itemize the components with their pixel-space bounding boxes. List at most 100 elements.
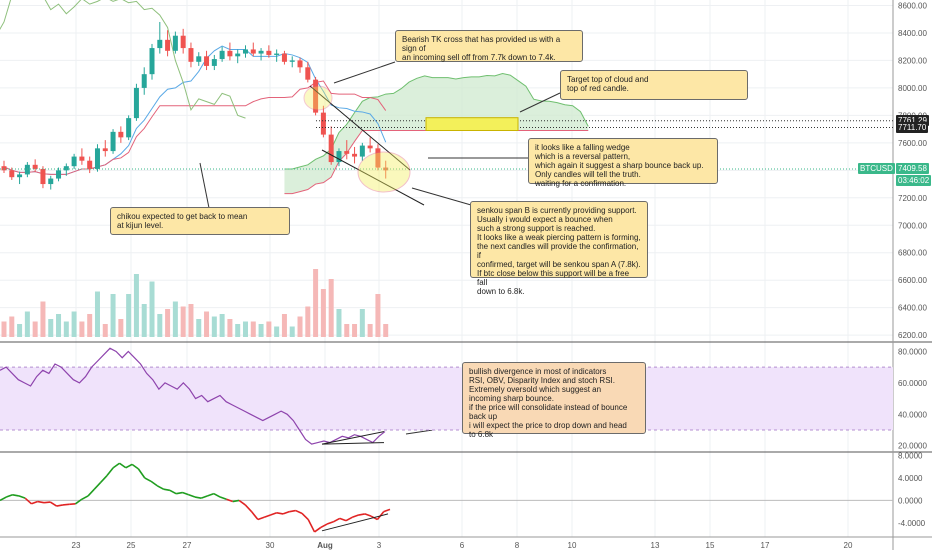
wedge-lower-line (321, 149, 425, 206)
rsi-tick-label: 60.0000 (898, 379, 927, 388)
oscillator-segment (326, 521, 334, 525)
candle-body (149, 48, 155, 75)
volume-bar (94, 291, 100, 337)
time-tick-label: 8 (515, 541, 520, 550)
time-tick-label: 3 (377, 541, 382, 550)
candle-body (266, 50, 272, 55)
oscillator-segment (144, 477, 152, 482)
senkou-span-b-note: senkou span B is currently providing sup… (470, 201, 648, 296)
candle-body (383, 167, 389, 171)
oscillator-segment (351, 514, 359, 519)
price-tick-label: 8600.00 (898, 1, 927, 10)
kijun-sen-line (3, 80, 387, 175)
rsi-band (0, 367, 893, 430)
oscillator-segment (295, 509, 303, 515)
price-tick-label: 6800.00 (898, 249, 927, 258)
oscillator-tick-label: 8.0000 (898, 451, 923, 460)
oscillator-segment (112, 462, 120, 469)
tk-cross-note: Bearish TK cross that has provided us wi… (395, 30, 583, 62)
price-tick-label: 6400.00 (898, 304, 927, 313)
candle-body (211, 59, 217, 66)
volume-bar (56, 314, 62, 337)
candle-body (24, 164, 30, 175)
price-tick-label: 6600.00 (898, 276, 927, 285)
volume-bar (40, 301, 46, 337)
volume-bar (227, 319, 233, 337)
volume-bar (328, 279, 334, 337)
candle-body (56, 170, 62, 179)
oscillator-segment (301, 512, 309, 521)
level-price-tag: 7711.70 (896, 121, 929, 133)
time-tick-label: 25 (127, 541, 136, 550)
volume-bar (289, 326, 295, 337)
volume-bar (87, 314, 93, 337)
bullish-divergence-note: bullish divergence in most of indicators… (462, 362, 646, 439)
oscillator-segment (226, 498, 234, 503)
oscillator-segment (314, 526, 322, 533)
callout-pointer (333, 61, 396, 84)
candle-body (172, 35, 178, 51)
oscillator-segment (69, 502, 76, 506)
candle-body (32, 164, 38, 169)
oscillator-segment (49, 501, 58, 507)
price-tick-label: 7000.00 (898, 221, 927, 230)
candle-body (48, 178, 54, 185)
candle-body (336, 151, 342, 163)
time-tick-label: 13 (651, 541, 660, 550)
rsi-tick-label: 80.0000 (898, 347, 927, 356)
candle-countdown-tag: 03:46:02 (896, 174, 932, 186)
oscillator-segment (175, 491, 183, 495)
candle-body (204, 56, 210, 66)
oscillator-segment (232, 499, 240, 503)
volume-bar (165, 309, 171, 337)
candle-body (235, 53, 241, 57)
oscillator-segment (125, 463, 133, 469)
volume-bar (305, 306, 311, 337)
volume-bar (180, 306, 186, 337)
oscillator-divergence-line (321, 513, 389, 532)
rsi-tick-label: 20.0000 (898, 442, 927, 451)
candle-body (17, 174, 23, 178)
oscillator-segment (81, 495, 89, 500)
tk-cross-ellipse (303, 85, 333, 111)
volume-bar (172, 301, 178, 337)
candle-body (1, 166, 7, 171)
target-highlight-box (425, 117, 519, 132)
candle-body (344, 151, 350, 154)
oscillator-segment (37, 500, 45, 504)
oscillator-segment (194, 496, 202, 499)
price-tick-label: 8400.00 (898, 29, 927, 38)
oscillator-segment (150, 480, 158, 487)
volume-bar (32, 321, 38, 337)
volume-bar (102, 324, 108, 337)
candle-body (274, 53, 280, 55)
oscillator-segment (307, 519, 316, 533)
oscillator-segment (87, 488, 95, 497)
oscillator-segment (263, 514, 271, 519)
volume-bar (352, 324, 358, 337)
oscillator-segment (320, 523, 328, 529)
candle-body (180, 35, 186, 49)
oscillator-segment (333, 517, 341, 523)
volume-bar (297, 316, 303, 337)
oscillator-segment (276, 512, 284, 515)
candle-body (188, 48, 194, 62)
volume-bar (1, 321, 7, 337)
candle-body (242, 49, 248, 54)
oscillator-segment (250, 511, 259, 521)
candle-body (219, 50, 225, 60)
symbol-tag: BTCUSD (858, 162, 895, 174)
last-price-tag: 7409.58 (896, 162, 929, 174)
candle-body (367, 145, 373, 149)
rsi-divergence-line (321, 431, 385, 445)
volume-bar (281, 314, 287, 337)
oscillator-segment (31, 500, 39, 505)
oscillator-segment (12, 493, 20, 497)
time-tick-label: Aug (317, 541, 333, 550)
volume-bar (375, 294, 381, 337)
volume-bar (235, 324, 241, 337)
candle-body (305, 67, 311, 80)
volume-bar (188, 304, 194, 337)
oscillator-segment (244, 504, 253, 513)
